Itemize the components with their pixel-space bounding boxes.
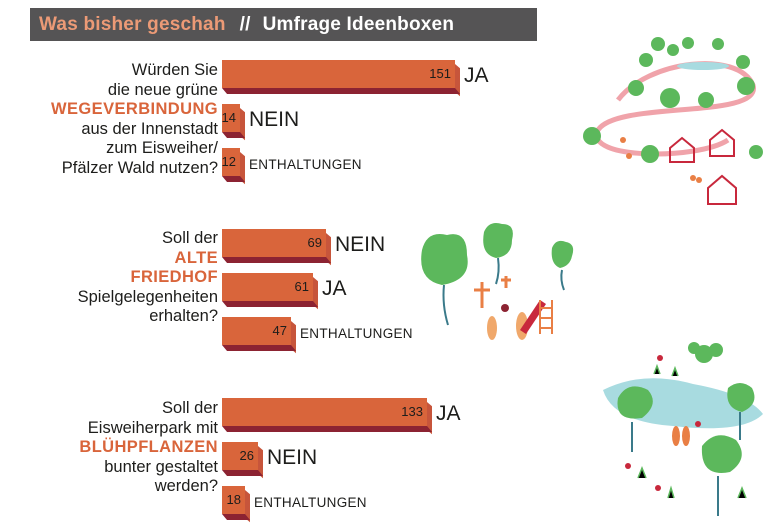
- question-3-text: Soll der Eisweiherpark mit BLÜHPFLANZEN …: [79, 399, 218, 497]
- bar-category-label: ENTHALTUNGEN: [300, 326, 413, 341]
- bar-ja: 61: [222, 273, 319, 310]
- question-line: Spielgelegenheiten: [77, 287, 218, 306]
- pond-flowers-illustration: [603, 342, 763, 516]
- bar-category-label: NEIN: [335, 233, 386, 256]
- bar-value-label: 26: [239, 448, 254, 463]
- question-line: werden?: [154, 477, 218, 495]
- question-line: zum Eisweiher/: [106, 139, 218, 157]
- question-keyword: ALTE: [174, 248, 218, 267]
- question-line: Pfälzer Wald nutzen?: [61, 158, 218, 177]
- bar-nein: 26: [222, 442, 264, 479]
- bar-enthaltungen: 12: [221, 148, 246, 185]
- bar-category-label: ENTHALTUNGEN: [254, 495, 367, 510]
- bar-category-label: NEIN: [267, 446, 318, 469]
- bar-ja: 151: [222, 60, 461, 97]
- cemetery-playground-illustration: [421, 223, 574, 340]
- question-line: Soll der: [162, 399, 218, 417]
- question-line: Würden Sie: [131, 61, 218, 79]
- question-1-text: Würden Sie die neue grüne WEGEVERBINDUNG…: [51, 61, 218, 178]
- bar-category-label: NEIN: [249, 108, 300, 131]
- header-subtitle: Umfrage Ideenboxen: [262, 13, 455, 35]
- bar-value-label: 133: [401, 404, 423, 419]
- bar-value-label: 151: [429, 66, 451, 81]
- header-banner: Was bisher geschah // Umfrage Ideenboxen: [30, 8, 537, 41]
- bar-value-label: 14: [221, 110, 236, 125]
- path-trees-houses-illustration: [583, 37, 763, 205]
- bar-category-label: JA: [322, 277, 347, 300]
- header-separator: //: [239, 13, 251, 35]
- bar-value-label: 18: [226, 492, 241, 507]
- bar-ja: 133: [222, 398, 433, 435]
- question-keyword: BLÜHPFLANZEN: [79, 438, 218, 456]
- bar-category-label: JA: [436, 402, 461, 425]
- bar-value-label: 12: [221, 154, 236, 169]
- bar-enthaltungen: 18: [222, 486, 251, 523]
- question-2-text: Soll der ALTE FRIEDHOF Spielgelegenheite…: [78, 229, 218, 327]
- question-line: aus der Innenstadt: [81, 119, 218, 138]
- bar-value-label: 47: [272, 323, 287, 338]
- question-line: bunter gestaltet: [104, 457, 218, 476]
- bar-category-label: JA: [464, 64, 489, 87]
- question-line: Eisweiherpark mit: [87, 418, 218, 437]
- question-line: erhalten?: [149, 307, 218, 325]
- bar-nein: 69: [222, 229, 332, 266]
- bar-nein: 14: [221, 104, 246, 141]
- header-title: Was bisher geschah: [39, 13, 226, 35]
- bar-value-label: 61: [294, 279, 309, 294]
- bar-enthaltungen: 47: [222, 317, 297, 354]
- question-line: Soll der: [162, 229, 218, 247]
- question-keyword: WEGEVERBINDUNG: [51, 100, 218, 118]
- bar-value-label: 69: [307, 235, 322, 250]
- question-keyword: FRIEDHOF: [130, 268, 218, 286]
- bar-category-label: ENTHALTUNGEN: [249, 157, 362, 172]
- question-line: die neue grüne: [107, 80, 218, 99]
